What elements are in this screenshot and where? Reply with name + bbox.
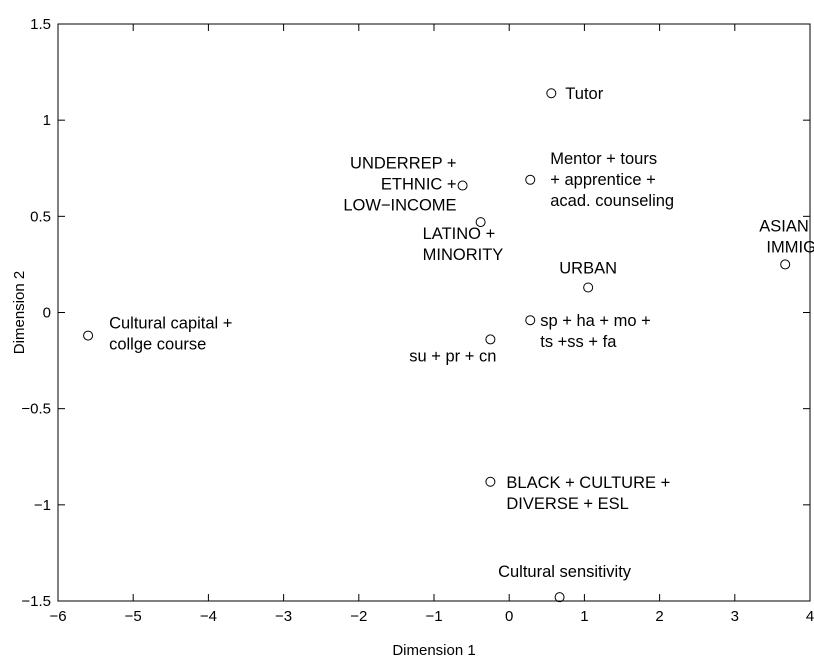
x-tick-label: 2 bbox=[655, 608, 663, 625]
x-tick-label: −4 bbox=[200, 608, 217, 625]
point-label-line: Cultural capital + bbox=[109, 315, 232, 333]
point-label: Cultural sensitivity bbox=[498, 563, 632, 581]
data-point bbox=[83, 330, 94, 341]
point-label-line: BLACK + CULTURE + bbox=[506, 474, 670, 492]
point-label-line: su + pr + cn bbox=[409, 347, 496, 365]
point-label: Mentor + tours + apprentice + acad. counse… bbox=[550, 150, 674, 210]
point-label: Cultural capital + collge course bbox=[109, 315, 232, 354]
data-point bbox=[525, 315, 536, 326]
x-tick-label: 1 bbox=[580, 608, 588, 625]
point-label-line: Cultural sensitivity bbox=[498, 563, 632, 581]
y-tick-label: 1 bbox=[43, 112, 51, 129]
x-tick-label: 0 bbox=[505, 608, 513, 625]
y-tick-label: 0.5 bbox=[30, 208, 51, 225]
data-point bbox=[485, 334, 496, 345]
point-label: UNDERREP + ETHNIC + LOW−INCOME bbox=[343, 155, 456, 215]
y-tick-label: −0.5 bbox=[21, 401, 51, 418]
tick-labels: −6 −5 −4 −3 −2 −1 0 1 2 3 4 −1.5 −1 −0.5 0 0.5 1 1.5 bbox=[21, 16, 814, 625]
x-tick-label: −2 bbox=[350, 608, 367, 625]
point-label: BLACK + CULTURE + DIVERSE + ESL bbox=[506, 474, 670, 513]
point-label: sp + ha + mo + ts +ss + fa bbox=[540, 312, 651, 351]
x-tick-label: −5 bbox=[125, 608, 142, 625]
point-label: ASIAN + IMMIG bbox=[759, 217, 814, 256]
y-tick-label: −1 bbox=[34, 497, 51, 514]
point-labels: Tutor Mentor + tours + apprentice + acad. c… bbox=[109, 85, 814, 581]
data-points bbox=[83, 88, 791, 603]
data-point bbox=[780, 259, 791, 270]
point-label-line: Tutor bbox=[565, 85, 603, 103]
point-label: LATINO + MINORITY bbox=[423, 225, 504, 264]
point-label-line: + apprentice + bbox=[550, 171, 656, 189]
y-axis-label: Dimension 2 bbox=[11, 271, 28, 354]
point-label-line: ts +ss + fa bbox=[540, 333, 617, 351]
point-label-line: Mentor + tours bbox=[550, 150, 657, 168]
point-label: Tutor bbox=[565, 85, 603, 103]
point-label-line: URBAN bbox=[559, 259, 617, 277]
data-point bbox=[546, 88, 557, 99]
data-point bbox=[525, 174, 536, 185]
data-point bbox=[583, 282, 594, 293]
x-tick-label: −1 bbox=[425, 608, 442, 625]
x-axis-label: Dimension 1 bbox=[392, 642, 475, 659]
y-tick-label: −1.5 bbox=[21, 593, 51, 610]
point-label-line: sp + ha + mo + bbox=[540, 312, 651, 330]
point-label-line: ETHNIC + bbox=[381, 176, 457, 194]
data-point bbox=[554, 592, 565, 603]
point-label-line: UNDERREP + bbox=[350, 155, 457, 173]
x-tick-label: 3 bbox=[731, 608, 739, 625]
point-label: URBAN bbox=[559, 259, 617, 277]
point-label-line: ASIAN + bbox=[759, 217, 814, 235]
point-label-line: LOW−INCOME bbox=[343, 197, 456, 215]
data-point bbox=[485, 476, 496, 487]
y-tick-label: 1.5 bbox=[30, 16, 51, 33]
x-tick-label: −6 bbox=[49, 608, 66, 625]
point-label-line: LATINO + bbox=[423, 225, 496, 243]
axis-ticks bbox=[57, 23, 811, 602]
point-label-line: IMMIG bbox=[766, 238, 814, 256]
y-tick-label: 0 bbox=[43, 305, 51, 322]
data-point bbox=[475, 217, 486, 228]
point-label-line: collge course bbox=[109, 336, 206, 354]
plot-area bbox=[57, 23, 811, 602]
data-point bbox=[457, 180, 468, 191]
point-label-line: MINORITY bbox=[423, 246, 504, 264]
x-tick-label: 4 bbox=[806, 608, 814, 625]
x-tick-label: −3 bbox=[275, 608, 292, 625]
point-label-line: DIVERSE + ESL bbox=[506, 495, 628, 513]
point-label: su + pr + cn bbox=[409, 347, 496, 365]
point-label-line: acad. counseling bbox=[550, 192, 674, 210]
